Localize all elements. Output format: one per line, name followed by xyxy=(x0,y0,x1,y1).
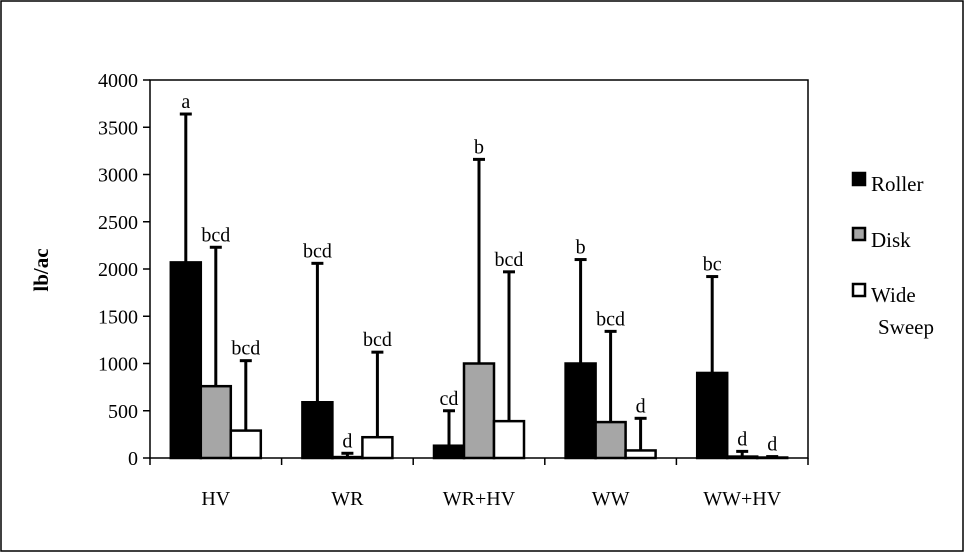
significance-letter: b xyxy=(576,237,586,259)
bar xyxy=(302,402,332,458)
legend-label: Roller xyxy=(871,172,924,196)
significance-letter: a xyxy=(181,91,190,113)
y-tick-label: 1500 xyxy=(98,306,138,328)
bar xyxy=(362,437,392,458)
y-axis-label: lb/ac xyxy=(29,248,53,291)
bar xyxy=(332,457,362,458)
y-tick-label: 3500 xyxy=(98,117,138,139)
bar xyxy=(464,364,494,459)
bar xyxy=(494,421,524,458)
significance-letter: bcd xyxy=(363,329,392,351)
x-tick-label: WR+HV xyxy=(443,488,516,510)
significance-letter: bcd xyxy=(495,249,524,271)
x-tick-label: WR xyxy=(331,488,364,510)
legend-label: Disk xyxy=(871,228,911,252)
bar xyxy=(566,364,596,459)
bar xyxy=(231,431,261,458)
y-tick-label: 1000 xyxy=(98,354,138,376)
legend-swatch xyxy=(853,228,865,240)
y-tick-label: 2500 xyxy=(98,212,138,234)
y-tick-label: 500 xyxy=(108,401,138,423)
significance-letter: b xyxy=(474,136,484,158)
bar xyxy=(697,373,727,458)
legend-swatch xyxy=(853,284,865,296)
bar xyxy=(201,386,231,458)
x-tick-label: WW+HV xyxy=(703,488,781,510)
x-tick-label: HV xyxy=(201,488,230,510)
significance-letter: d xyxy=(636,395,646,417)
significance-letter: d xyxy=(342,430,352,452)
legend-label: Wide xyxy=(871,283,916,307)
significance-letter: d xyxy=(767,434,777,456)
y-tick-label: 3000 xyxy=(98,165,138,187)
bar xyxy=(596,422,626,458)
significance-letter: bcd xyxy=(231,338,260,360)
significance-letter: bc xyxy=(703,254,722,276)
y-tick-label: 4000 xyxy=(98,70,138,92)
y-tick-label: 0 xyxy=(128,448,138,470)
legend-swatch xyxy=(853,173,865,185)
significance-letter: cd xyxy=(440,388,459,410)
bar xyxy=(727,457,757,458)
bar xyxy=(626,450,656,458)
significance-letter: bcd xyxy=(201,224,230,246)
legend-label: Sweep xyxy=(878,315,934,339)
x-tick-label: WW xyxy=(592,488,630,510)
bar xyxy=(171,262,201,458)
significance-letter: bcd xyxy=(303,240,332,262)
y-tick-label: 2000 xyxy=(98,259,138,281)
bar xyxy=(434,446,464,458)
significance-letter: d xyxy=(737,428,747,450)
significance-letter: bcd xyxy=(596,308,625,330)
